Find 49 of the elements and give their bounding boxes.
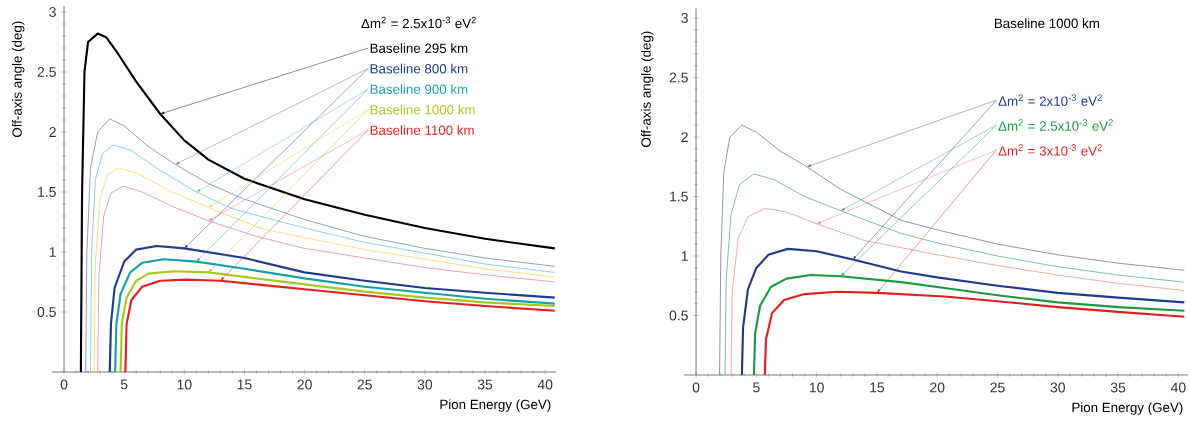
annotation: Δm$^{2}$ = 2.5x10$^{-3}$ eV$^{2}$ [361,16,476,29]
x-tick-label: 15 [237,379,252,390]
x-tick-label: 0 [692,382,700,393]
text: Δm$^{2}$ = 2x10$^{-3}$ eV$^{2}$ [998,94,1102,106]
x-tick-label: 15 [870,382,885,393]
y-tick-label: 1.5 [38,187,56,197]
x-axis-title: Pion Energy (GeV) [440,399,551,412]
x-tick-label: 0 [60,379,68,390]
y-tick-label: 1 [49,247,56,257]
y-tick-label: 2 [681,132,688,142]
y-tick-label: 0.5 [669,310,688,321]
x-tick-label: 5 [120,379,128,390]
x-tick-label: 20 [930,382,945,393]
text: Baseline 900 km [370,84,468,94]
line-series [740,247,1186,377]
x-axis-title: Pion Energy (GeV) [1072,402,1183,415]
text: Δm$^{2}$ = 3x10$^{-3}$ eV$^{2}$ [998,144,1102,156]
y-axis-title: Off-axis angle (deg) [12,21,25,137]
y-tick-label: 3 [681,13,688,23]
x-tick-label: 10 [809,382,824,393]
text: Δm$^{2}$ = 2.5x10$^{-3}$ eV$^{2}$ [998,119,1113,131]
y-tick-label: 2 [49,127,56,137]
x-tick-label: 40 [537,379,553,390]
x-tick-label: 25 [357,379,372,390]
text: Baseline 800 km [370,63,468,74]
y-tick-label: 1.5 [670,191,688,202]
text: Baseline 1100 km [370,125,474,135]
y-tick-label: 2.5 [669,72,688,83]
y-tick-label: 0.5 [37,307,56,317]
line-series [763,290,1186,377]
annotation: Baseline 1000 km [994,18,1099,29]
line-series [724,173,1185,376]
text: Baseline 295 km [370,43,468,53]
x-tick-label: 25 [990,382,1005,393]
x-tick-label: 30 [1050,382,1066,393]
y-tick-label: 3 [49,7,56,17]
x-tick-label: 30 [417,379,433,390]
x-tick-label: 35 [477,379,493,390]
line-series [752,273,1186,377]
x-tick-label: 20 [297,379,312,390]
y-axis-title: Off-axis angle (deg) [641,31,654,147]
x-tick-label: 40 [1170,382,1186,393]
text: Baseline 1000 km [370,104,475,115]
x-tick-label: 10 [177,379,192,390]
x-tick-label: 5 [753,382,760,393]
line-series [730,208,1185,376]
y-tick-label: 2.5 [37,67,56,77]
y-tick-label: 1 [681,251,688,261]
x-tick-label: 35 [1110,382,1126,393]
